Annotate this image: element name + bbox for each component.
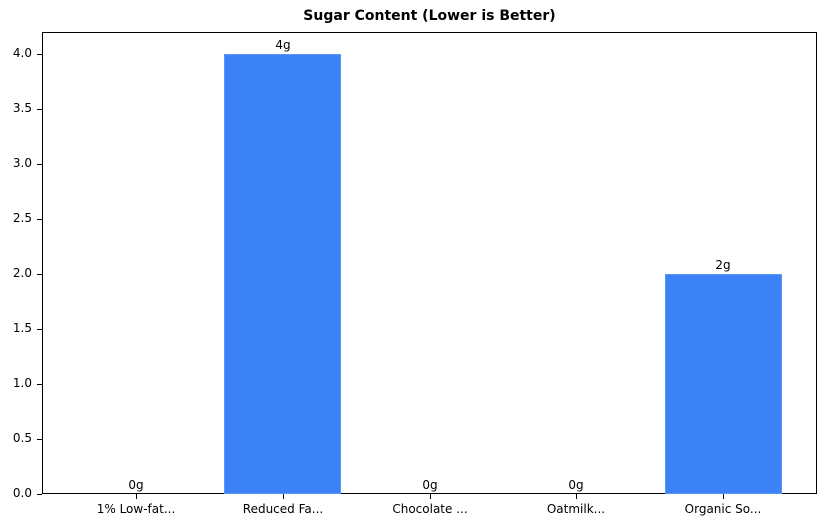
y-tick-label: 3.5 [12, 101, 32, 115]
bar-value-label: 4g [275, 38, 291, 52]
x-tick [723, 494, 724, 499]
y-tick [37, 439, 42, 440]
x-tick [576, 494, 577, 499]
x-tick-label: Oatmilk... [546, 502, 606, 516]
y-tick [37, 54, 42, 55]
x-tick-label: 1% Low-fat... [96, 502, 176, 516]
x-tick-label: Chocolate ... [392, 502, 468, 516]
y-tick-label: 4.0 [12, 46, 32, 60]
x-tick-label: Reduced Fa... [242, 502, 324, 516]
y-tick-label: 0.0 [12, 486, 32, 500]
y-tick-label: 2.5 [12, 211, 32, 225]
x-tick [430, 494, 431, 499]
x-tick [136, 494, 137, 499]
bar-value-label: 0g [128, 478, 144, 492]
bar-value-label: 0g [568, 478, 584, 492]
y-tick [37, 219, 42, 220]
y-tick [37, 494, 42, 495]
y-tick [37, 109, 42, 110]
bar-value-label: 2g [715, 258, 731, 272]
bar [224, 54, 341, 494]
y-tick [37, 274, 42, 275]
y-tick [37, 164, 42, 165]
bar [665, 274, 782, 494]
y-tick [37, 384, 42, 385]
y-tick-label: 0.5 [12, 431, 32, 445]
y-tick-label: 3.0 [12, 156, 32, 170]
y-tick-label: 2.0 [12, 266, 32, 280]
chart-title: Sugar Content (Lower is Better) [303, 8, 556, 24]
y-tick [37, 329, 42, 330]
x-tick-label: Organic So... [684, 502, 762, 516]
y-tick-label: 1.5 [12, 321, 32, 335]
x-tick [283, 494, 284, 499]
y-tick-label: 1.0 [12, 376, 32, 390]
plot-area [42, 32, 817, 494]
bar-value-label: 0g [422, 478, 438, 492]
